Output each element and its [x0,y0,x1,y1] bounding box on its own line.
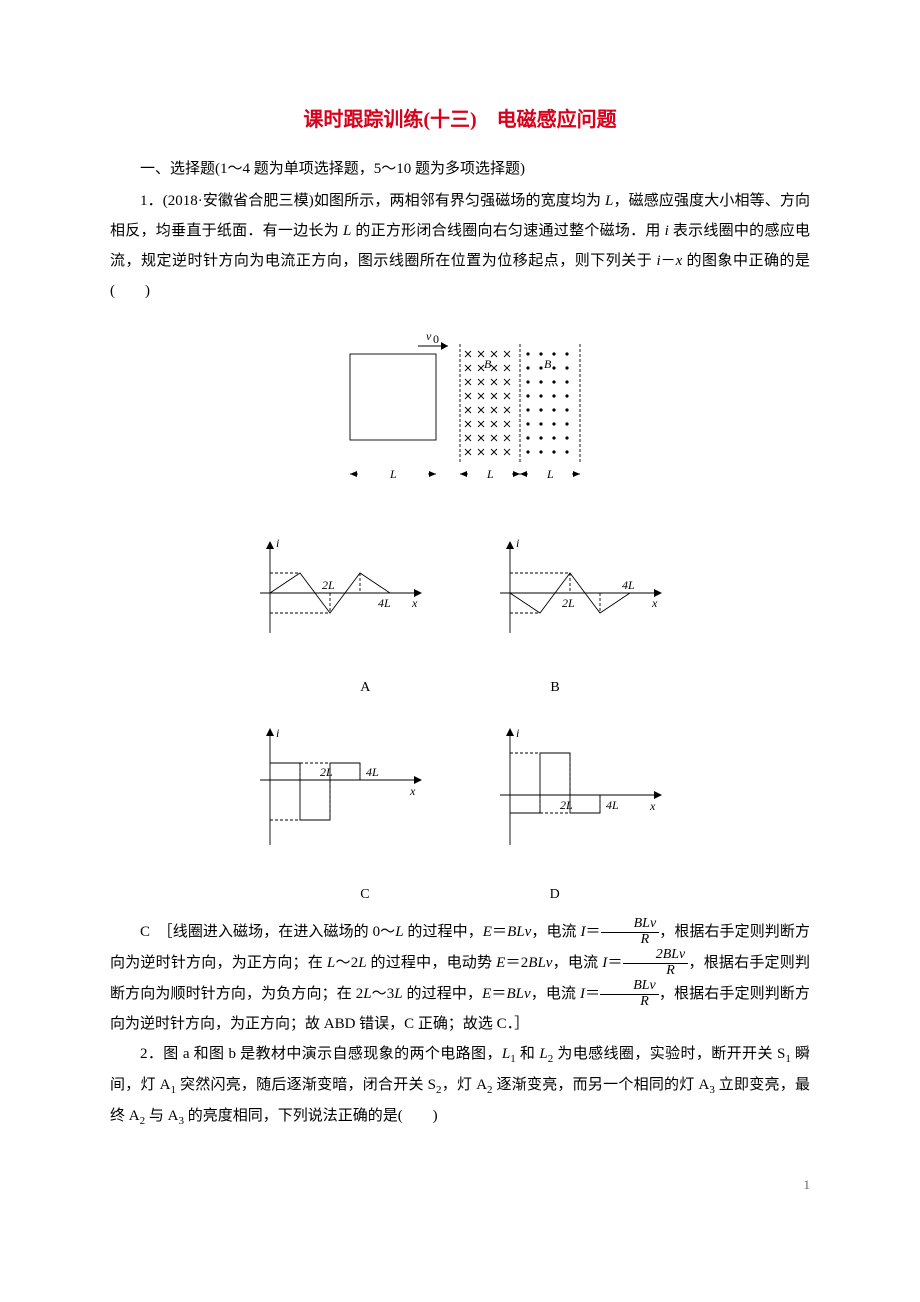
page-number: 1 [110,1172,810,1198]
option-row-1: i x 2L 4L i x 2L 4L [110,523,810,664]
svg-text:i: i [276,536,279,550]
svg-text:v: v [426,329,432,343]
page-title: 课时跟踪训练(十三) 电磁感应问题 [110,100,810,140]
svg-text:B: B [544,357,552,371]
svg-text:2L: 2L [562,596,575,610]
svg-text:2L: 2L [320,765,333,779]
svg-text:i: i [276,726,279,740]
q1-stem: 1．(2018·安徽省合肥三模)如图所示，两相邻有界匀强磁场的宽度均为 L，磁感… [110,186,810,306]
section-heading: 一、选择题(1～4 题为单项选择题，5～10 题为多项选择题) [110,154,810,184]
svg-text:4L: 4L [606,798,619,812]
q1-solution: C ［线圈进入磁场，在进入磁场的 0～L 的过程中，E＝BLv，电流 I＝BLv… [110,917,810,1039]
svg-text:L: L [546,467,554,481]
option-labels-1: AB [110,674,810,702]
svg-text:B: B [484,357,492,371]
svg-text:L: L [486,467,494,481]
svg-text:2L: 2L [560,798,573,812]
svg-text:x: x [409,784,416,798]
fields-diagram: v 0 B B L L L [110,324,810,505]
svg-text:x: x [411,596,418,610]
q2-stem: 2．图 a 和图 b 是教材中演示自感现象的两个电路图，L1 和 L2 为电感线… [110,1039,810,1132]
option-labels-2: CD [110,881,810,909]
svg-text:x: x [649,799,656,813]
svg-text:0: 0 [433,332,439,346]
svg-text:L: L [389,467,397,481]
svg-text:i: i [516,726,519,740]
svg-text:i: i [516,536,519,550]
svg-text:x: x [651,596,658,610]
svg-text:4L: 4L [366,765,379,779]
svg-text:4L: 4L [378,596,391,610]
svg-text:4L: 4L [622,578,635,592]
option-row-2: i x 2L 4L i x 2L 4L [110,720,810,871]
svg-text:2L: 2L [322,578,335,592]
